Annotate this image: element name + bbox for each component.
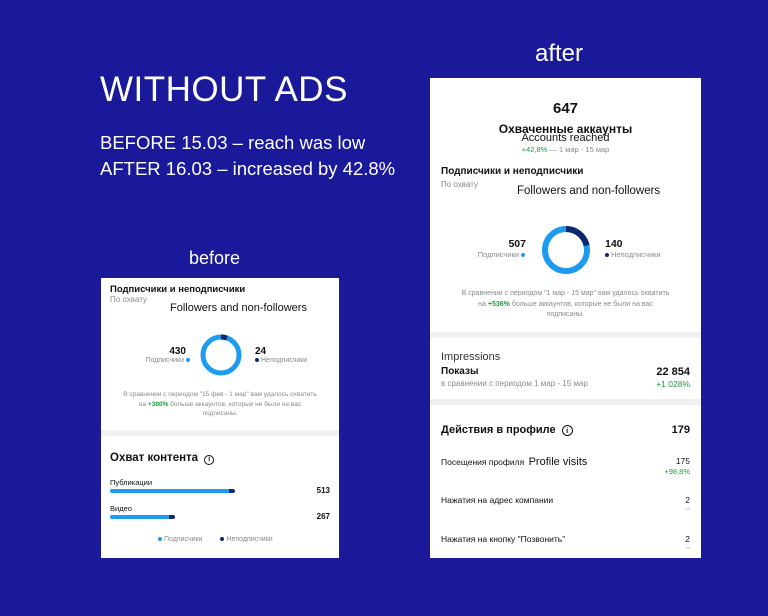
before-label: before: [189, 248, 241, 268]
main-title: WITHOUT ADS: [100, 70, 348, 109]
before-donut-non-followers-arc: [200, 334, 242, 376]
before-divider: [101, 430, 339, 436]
before-compare-line1: В сравнении с периодом "15 фев - 1 мар" …: [123, 391, 317, 398]
after-non-followers-label: Неподписчики: [611, 250, 661, 259]
address-taps-change: --: [685, 506, 690, 513]
legend-followers-dot-icon: [158, 537, 162, 542]
accounts-reached-title: Охваченные аккаунты: [498, 122, 633, 136]
before-section-subtitle: По охвату: [110, 295, 147, 304]
before-followers-legend: Подписчики: [145, 357, 192, 364]
before-compare-pct: +380%: [147, 400, 169, 408]
before-comparison-note: В сравнении с периодом "15 фев - 1 мар" …: [101, 390, 339, 419]
profile-actions-info-icon[interactable]: i: [561, 425, 573, 436]
profile-actions-title: Действия в профиле i: [441, 424, 573, 436]
after-non-followers-legend: Неподписчики: [603, 250, 661, 259]
accounts-reached-change: +42,8% — 1 мар - 15 мар: [430, 145, 701, 154]
legend-followers-label: Подписчики: [164, 536, 203, 543]
reach-title-text: Охват контента: [110, 452, 199, 464]
legend-non-followers-label: Неподписчики: [226, 536, 273, 543]
reach-row-value: 513: [316, 486, 330, 495]
profile-visits-change: +98,8%: [664, 467, 690, 476]
before-compare-line2: на +380% больше аккаунтов, которые не бы…: [101, 400, 339, 410]
followers-dot-icon: [186, 358, 190, 363]
reach-row-non-followers-bar: [229, 489, 235, 493]
impressions-compare: в сравнении с периодом 1 мар - 15 мар: [441, 379, 588, 388]
after-screenshot-panel: 647 Охваченные аккаунты Accounts reached…: [430, 78, 701, 558]
address-taps-label: Нажатия на адрес компании: [441, 495, 554, 505]
before-compare-line3: подписаны.: [202, 410, 238, 417]
reach-row-non-followers-bar: [169, 515, 175, 519]
reach-row-followers-bar: [110, 515, 174, 519]
accounts-change-period: — 1 мар - 15 мар: [547, 145, 610, 154]
after-donut-non-followers-arc: [542, 226, 590, 274]
address-taps-value: 2: [685, 495, 690, 505]
after-non-followers-dot-icon: [605, 253, 609, 258]
accounts-change-pct: +42,8%: [521, 145, 548, 154]
after-compare-line2: на +536% больше аккаунтов, которые не бы…: [430, 300, 701, 311]
profile-actions-value: 179: [671, 424, 690, 436]
call-taps-label: Нажатия на кнопку "Позвонить": [441, 534, 566, 544]
after-summary-line: AFTER 16.03 – increased by 42.8%: [100, 158, 396, 179]
reach-legend: Подписчики Неподписчики: [156, 536, 273, 543]
before-donut-followers-arc: [200, 334, 242, 376]
after-section-subtitle: По охвату: [441, 180, 478, 189]
before-followers-value: 430: [169, 346, 186, 357]
reach-row-followers-bar: [110, 489, 234, 493]
impressions-translation: Impressions: [441, 351, 501, 363]
profile-visits-row: Посещения профиля Profile visits: [441, 456, 587, 468]
before-non-followers-legend: Неподписчики: [253, 357, 307, 364]
after-comparison-note: В сравнении с периодом "1 мар - 15 мар" …: [430, 289, 701, 321]
after-non-followers-value: 140: [605, 238, 623, 250]
before-summary-line: BEFORE 15.03 – reach was low: [100, 132, 366, 153]
impressions-title: Показы: [441, 366, 479, 377]
info-icon[interactable]: i: [204, 455, 215, 465]
reach-row-label: Публикации: [110, 478, 153, 487]
after-section-title: Подписчики и неподписчики: [441, 166, 584, 177]
reach-title: Охват контента i: [110, 452, 215, 465]
accounts-reached-value: 647: [552, 100, 579, 117]
before-non-followers-value: 24: [255, 346, 267, 357]
after-compare-pct: +536%: [487, 300, 510, 308]
after-followers-dot-icon: [521, 253, 525, 258]
after-followers-label: Подписчики: [477, 250, 519, 259]
after-followers-donut: [542, 226, 590, 274]
after-followers-legend: Подписчики: [478, 250, 527, 259]
profile-visits-label: Посещения профиля: [441, 457, 525, 467]
after-translation: Followers and non-followers: [517, 185, 661, 197]
reach-row-label: Видео: [110, 504, 132, 513]
before-non-followers-label: Неподписчики: [261, 357, 308, 364]
before-screenshot-panel: Подписчики и неподписчики По охвату Foll…: [101, 278, 339, 558]
before-compare-post: больше аккаунтов, которые не были на вас: [168, 400, 302, 408]
after-compare-pre: на: [478, 300, 488, 308]
profile-visits-translation: Profile visits: [528, 456, 588, 468]
reach-row-value: 267: [316, 512, 330, 521]
before-section-title: Подписчики и неподписчики: [110, 284, 246, 295]
before-compare-pre: на: [138, 400, 148, 408]
impressions-change: +1 028%: [656, 379, 690, 389]
profile-visits-value: 175: [675, 456, 690, 466]
call-taps-change: --: [685, 545, 690, 552]
after-label: after: [535, 40, 584, 67]
call-taps-value: 2: [685, 534, 690, 544]
before-followers-label: Подписчики: [145, 357, 184, 364]
before-translation: Followers and non-followers: [170, 302, 307, 314]
non-followers-dot-icon: [255, 358, 259, 363]
accounts-reached-translation: Accounts reached: [521, 132, 610, 144]
after-compare-post: больше аккаунтов, которые не были на вас: [509, 300, 653, 308]
after-divider-1: [430, 332, 701, 338]
after-followers-value: 507: [508, 238, 526, 250]
before-followers-donut: [200, 334, 242, 376]
impressions-value: 22 854: [656, 366, 690, 378]
after-divider-2: [430, 399, 701, 405]
after-compare-line3: подписаны.: [546, 311, 585, 318]
after-compare-line1: В сравнении с периодом "1 мар - 15 мар" …: [461, 290, 670, 297]
profile-actions-title-text: Действия в профиле: [441, 424, 556, 436]
legend-non-followers-dot-icon: [220, 537, 225, 542]
